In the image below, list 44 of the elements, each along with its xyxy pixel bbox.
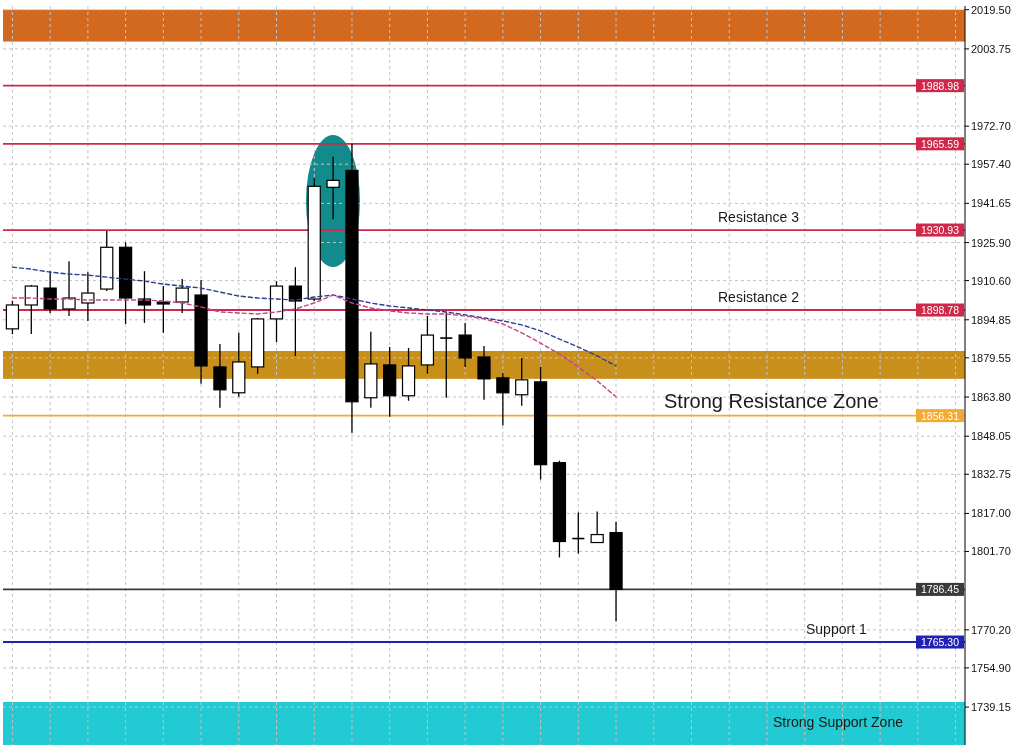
ref-line-label: 1765.30 [921, 636, 960, 649]
annotation: Support 1 [806, 621, 867, 638]
candlestick [458, 322, 472, 368]
y-tick-label: 1739.15 [971, 701, 1011, 714]
candlestick [175, 278, 189, 314]
candlestick [24, 284, 38, 335]
candlestick [288, 266, 303, 357]
ref-line-label: 1856.31 [921, 409, 960, 422]
ref-line-label: 1898.78 [921, 304, 960, 317]
y-tick-label: 1910.60 [971, 274, 1011, 287]
y-tick-label: 1925.90 [971, 236, 1011, 249]
y-tick-label: 1957.40 [971, 158, 1011, 171]
candlestick [477, 345, 491, 401]
annotation: Resistance 3 [718, 209, 800, 226]
y-tick-label: 1801.70 [971, 545, 1011, 558]
y-tick-label: 1863.80 [971, 391, 1011, 404]
y-tick-label: 1894.85 [971, 313, 1011, 326]
candlestick [590, 510, 604, 544]
y-tick-label: 1754.90 [971, 661, 1011, 674]
candlestick [496, 372, 510, 427]
annotation: Resistance 2 [718, 289, 800, 306]
candlestick [156, 285, 170, 334]
candlestick [515, 357, 529, 407]
y-tick-label: 1817.00 [971, 507, 1011, 520]
y-tick-label: 1832.75 [971, 468, 1011, 481]
candlestick [326, 155, 340, 220]
candlestick [43, 270, 57, 314]
ref-line-label: 1988.98 [921, 79, 960, 92]
y-tick-label: 1770.20 [971, 623, 1011, 636]
candlestick [62, 260, 76, 317]
band-label: Strong Support Zone [773, 714, 904, 731]
ref-line-label: 1930.93 [921, 224, 960, 237]
y-tick-label: 1972.70 [971, 120, 1011, 133]
y-tick-label: 1941.65 [971, 197, 1011, 210]
annotation: Strong Resistance Zone [664, 389, 879, 412]
y-tick-label: 1879.55 [971, 351, 1011, 364]
y-tick-label: 2003.75 [971, 42, 1011, 55]
ref-line-label: 1786.45 [921, 583, 960, 596]
candlestick [213, 343, 227, 409]
line-series [11, 266, 617, 367]
ref-line-label: 1965.59 [921, 137, 960, 150]
y-tick-label: 2019.50 [971, 3, 1011, 16]
candlestick [5, 300, 20, 335]
y-tick-label: 1848.05 [971, 430, 1011, 443]
